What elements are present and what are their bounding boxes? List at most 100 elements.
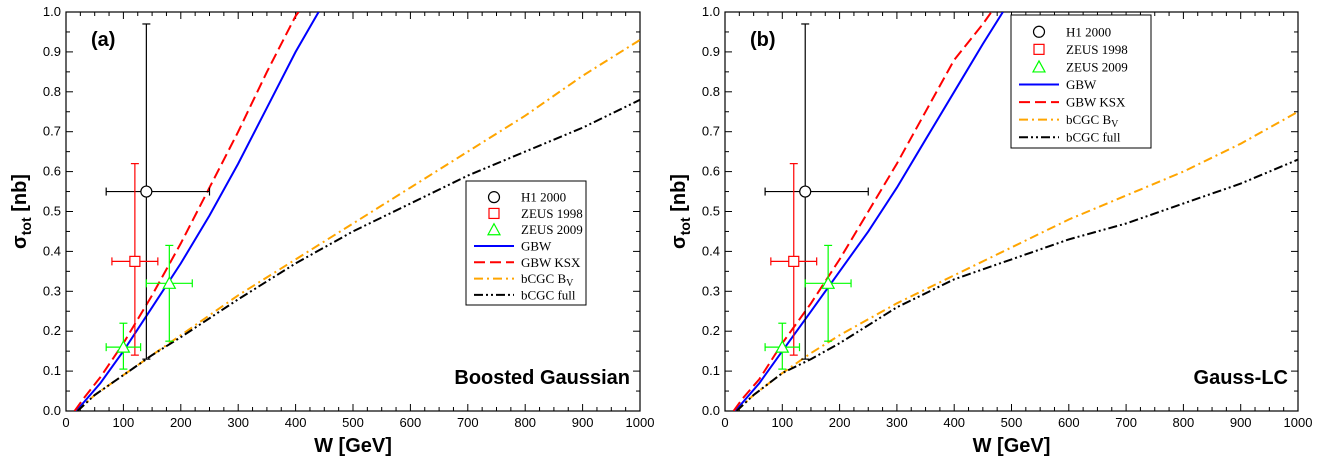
series-line-gbw [75, 12, 320, 411]
data-marker-triangle [775, 339, 790, 353]
panel-annotation: Gauss-LC [1194, 367, 1288, 389]
y-axis-label-subscript: tot [18, 217, 34, 235]
y-axis-label-subscript: tot [677, 217, 693, 235]
y-tick-label: 0.4 [702, 243, 720, 258]
y-tick-label: 0.1 [702, 363, 720, 378]
legend-label: bCGC full [1066, 130, 1121, 145]
y-tick-label: 0.5 [702, 204, 720, 219]
legend-label: GBW KSX [521, 255, 581, 270]
x-tick-label: 0 [62, 415, 69, 430]
y-tick-label: 0.7 [702, 124, 720, 139]
legend-box [465, 180, 587, 306]
data-marker-square [129, 255, 141, 267]
panel-annotation: Boosted Gaussian [454, 367, 630, 389]
x-tick-label: 800 [1173, 415, 1195, 430]
x-axis-label: W [GeV] [973, 435, 1051, 457]
legend-marker-circle [1032, 25, 1046, 38]
x-tick-label: 200 [829, 415, 851, 430]
y-tick-label: 1.0 [702, 4, 720, 19]
y-axis-label: σtot [nb] [9, 174, 34, 249]
data-points [105, 23, 211, 370]
series-line-bcgc-full [735, 158, 1298, 411]
panel-label: (a) [91, 29, 115, 51]
series-line-bcgc-b [76, 39, 640, 411]
y-tick-label: 0.6 [43, 164, 61, 179]
legend-marker-square [488, 207, 500, 220]
legend-label: ZEUS 2009 [521, 222, 583, 237]
legend-label: GBW KSX [1066, 95, 1126, 110]
legend-box [1010, 14, 1152, 149]
y-tick-label: 0.3 [702, 283, 720, 298]
legend-marker-triangle [1031, 59, 1047, 73]
x-tick-label: 0 [721, 415, 728, 430]
x-tick-label: 400 [285, 415, 307, 430]
legend-label: bCGC BV [521, 271, 574, 289]
x-tick-label: 800 [514, 415, 536, 430]
chart-panel-b: 0 100 200 300 400 500 600 700 800 900 1000 0.0 0.1 0.… [668, 4, 1312, 457]
legend-label: GBW [1066, 77, 1097, 92]
series-line-gbw [734, 12, 1004, 411]
y-axis-label-symbol: σ [9, 235, 31, 249]
data-points [764, 23, 869, 370]
x-tick-label: 1000 [1284, 415, 1313, 430]
series-line-bcgc-full [76, 98, 640, 411]
legend-label: ZEUS 1998 [1066, 42, 1128, 57]
y-tick-label: 0.7 [43, 124, 61, 139]
y-tick-label: 0.2 [43, 323, 61, 338]
x-tick-label: 300 [227, 415, 249, 430]
data-marker-triangle [116, 339, 131, 353]
legend-label: H1 2000 [521, 190, 566, 205]
y-axis-label-unit: [nb] [668, 174, 690, 217]
x-tick-label: 100 [113, 415, 135, 430]
legend-label: bCGC BV [1066, 112, 1119, 130]
x-tick-label: 200 [170, 415, 192, 430]
x-tick-label: 500 [342, 415, 364, 430]
x-tick-label: 100 [771, 415, 793, 430]
series-line-gbw-ksx [732, 12, 993, 411]
y-tick-label: 0.4 [43, 243, 61, 258]
y-tick-label: 0.2 [702, 323, 720, 338]
x-axis-label: W [GeV] [314, 435, 392, 457]
series-line-gbw-ksx [73, 12, 300, 411]
legend-label-subscript: V [566, 278, 574, 289]
y-axis-label-symbol: σ [668, 235, 690, 249]
y-tick-label: 0.5 [43, 204, 61, 219]
legend-label: ZEUS 2009 [1066, 59, 1128, 74]
y-tick-label: 0.6 [702, 164, 720, 179]
y-tick-label: 0.1 [43, 363, 61, 378]
x-tick-label: 600 [1058, 415, 1080, 430]
panel-label: (b) [750, 29, 776, 51]
x-tick-label: 300 [886, 415, 908, 430]
x-tick-label: 500 [1001, 415, 1023, 430]
y-tick-label: 1.0 [43, 4, 61, 19]
y-tick-label: 0.8 [702, 84, 720, 99]
legend-label: ZEUS 1998 [521, 206, 583, 221]
legend-label: bCGC full [521, 287, 576, 302]
curves [732, 12, 1298, 411]
y-tick-label: 0.0 [43, 403, 61, 418]
x-tick-label: 1000 [626, 415, 655, 430]
legend-marker-square [1033, 43, 1045, 55]
legend-marker-circle [487, 191, 501, 204]
data-marker-triangle [162, 276, 177, 289]
x-tick-label: 600 [400, 415, 422, 430]
data-marker-circle [140, 185, 153, 198]
legend: H1 2000 ZEUS 1998 ZEUS 2009 GBW GBW KSX bCGC … [1010, 14, 1152, 149]
legend-label: H1 2000 [1066, 24, 1111, 39]
data-marker-square [788, 255, 800, 267]
x-tick-label: 900 [1230, 415, 1252, 430]
x-tick-label: 900 [572, 415, 594, 430]
chart-panel-a: 0 100 200 300 400 500 600 700 800 900 1000 0.0 0.1 0.… [9, 4, 654, 457]
legend-label: GBW [521, 239, 552, 254]
x-tick-label: 700 [457, 415, 479, 430]
x-tick-label: 400 [943, 415, 965, 430]
y-tick-label: 0.9 [43, 44, 61, 59]
y-tick-label: 0.9 [702, 44, 720, 59]
y-tick-label: 0.3 [43, 283, 61, 298]
y-axis-label-unit: [nb] [9, 174, 31, 217]
data-marker-triangle [821, 276, 836, 289]
y-tick-label: 0.8 [43, 84, 61, 99]
data-marker-circle [799, 185, 812, 198]
legend-label-subscript: V [1111, 119, 1119, 130]
